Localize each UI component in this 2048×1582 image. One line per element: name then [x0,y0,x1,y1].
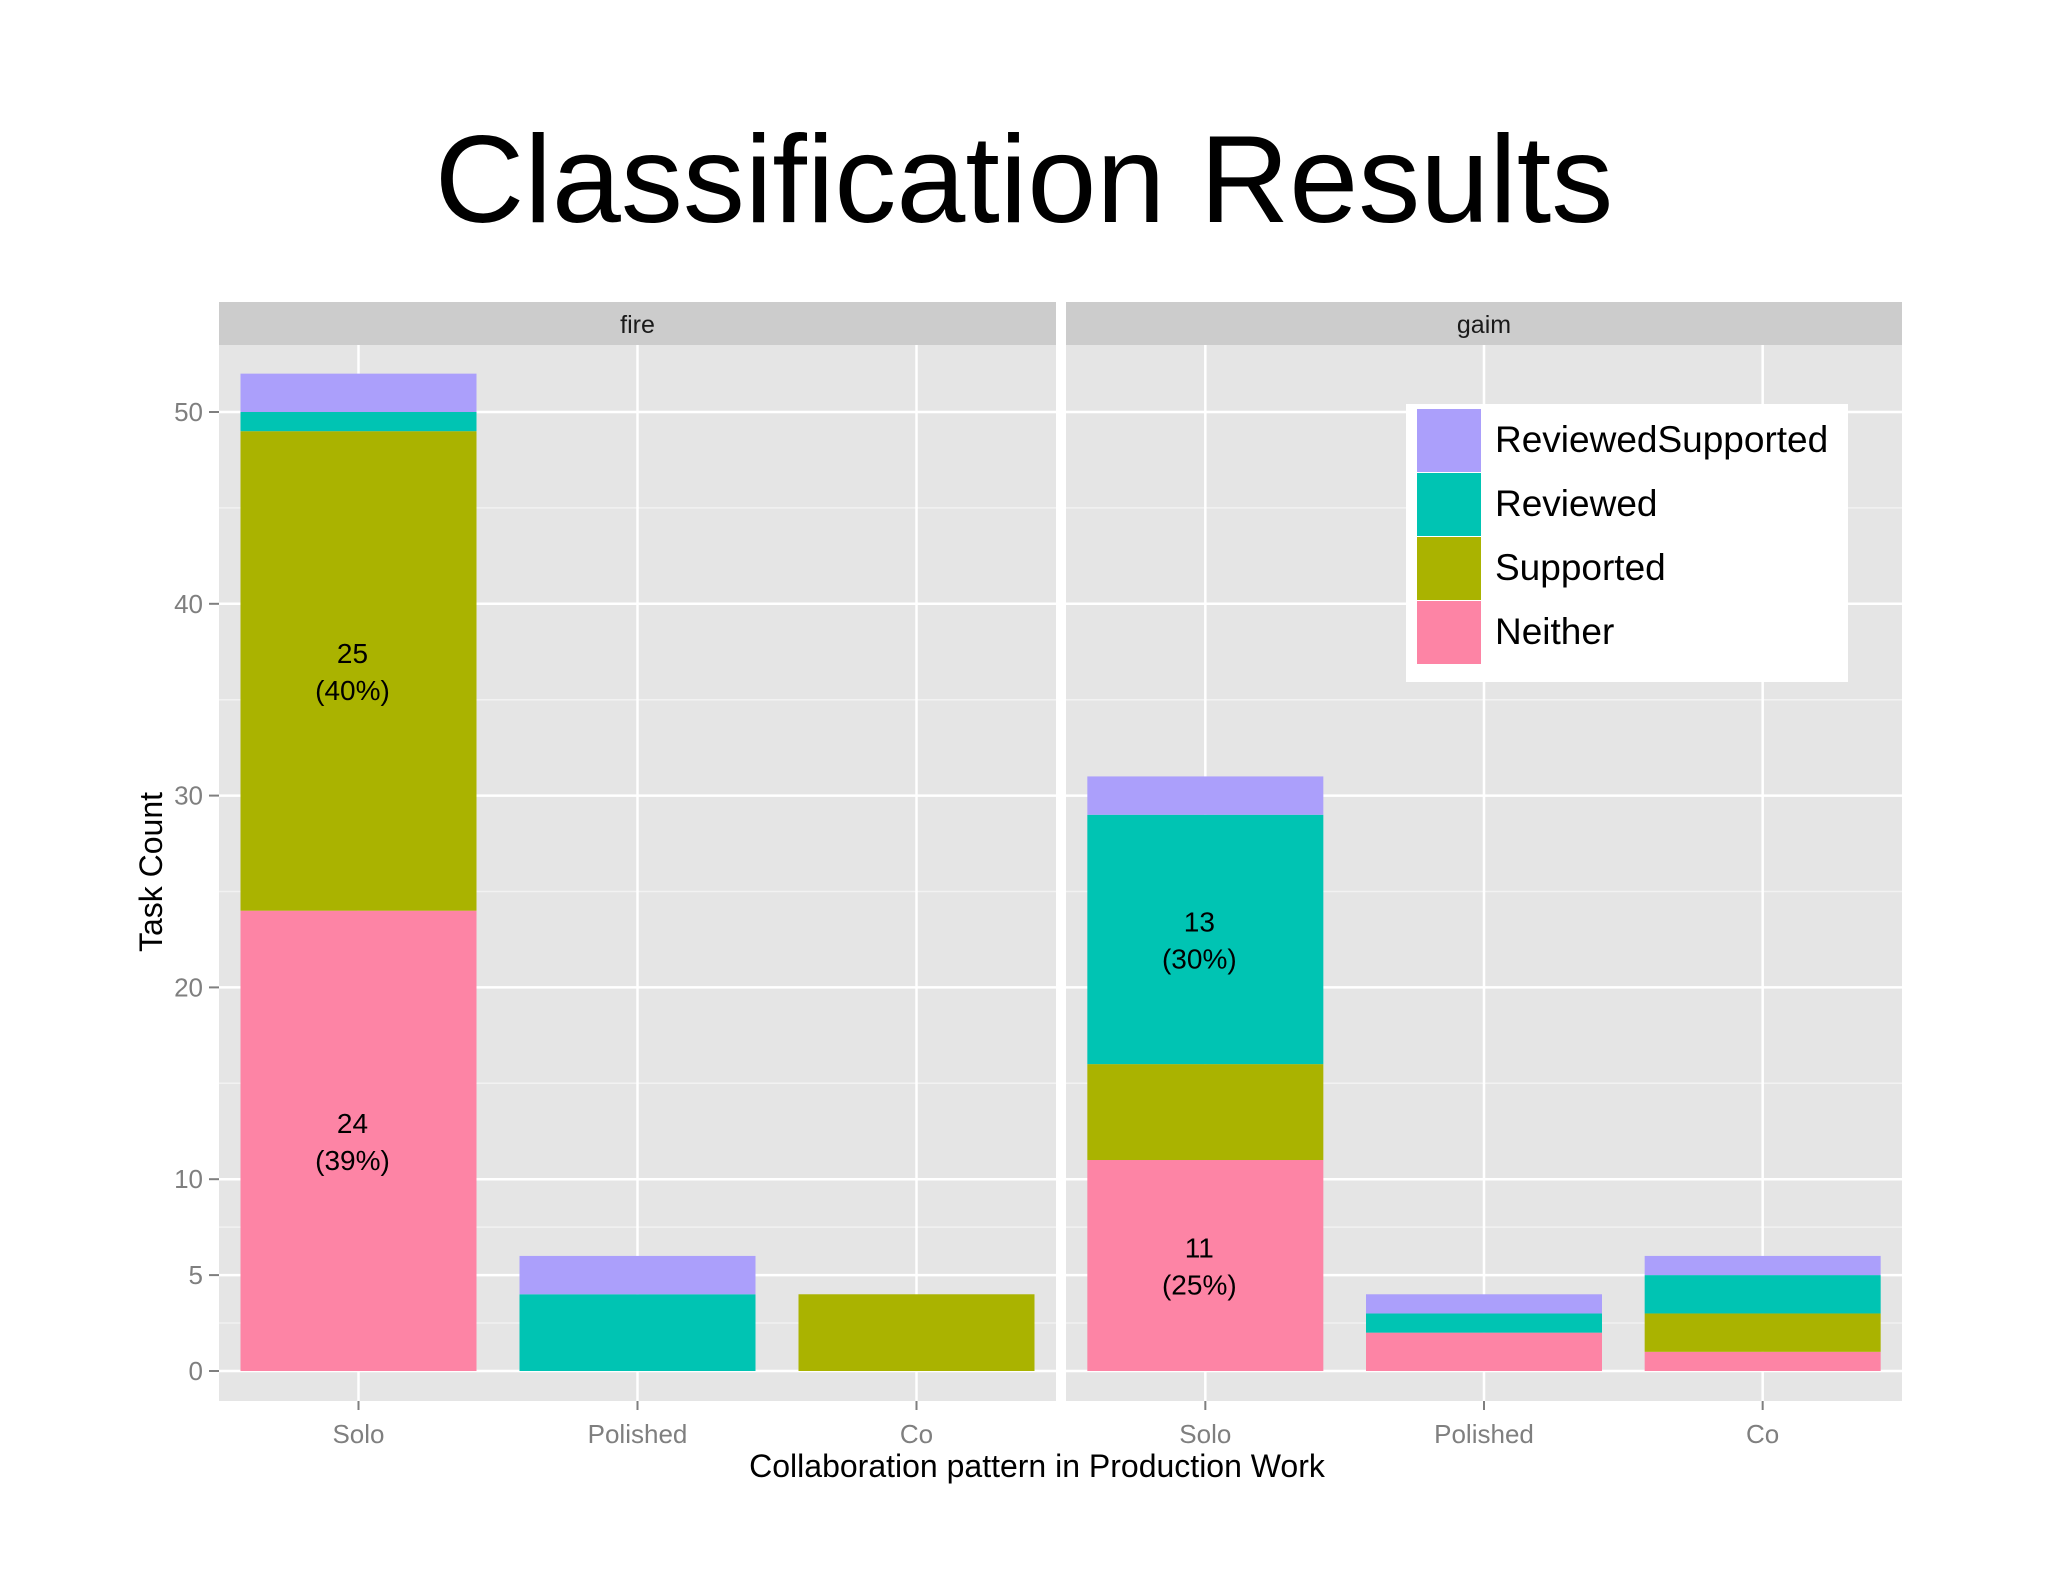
bar-segment-reviewedsupported-solo [240,373,477,412]
bar-segment-supported-solo [240,431,477,911]
x-tick-label: Polished [588,1419,688,1449]
y-tick-label: 0 [189,1356,203,1386]
legend-label: Supported [1495,547,1666,588]
y-axis: 0 5 10 20 30 40 50 [174,397,219,1386]
legend-label: Neither [1495,611,1614,652]
data-label-percent: (39%) [315,1145,390,1176]
bar-segment-neither-polished [1366,1332,1602,1371]
y-tick-label: 20 [174,972,203,1002]
bar-segment-reviewed-solo [1087,814,1324,1065]
data-label-percent: (30%) [1162,943,1237,974]
data-label-percent: (40%) [315,675,390,706]
bar-segment-supported-co [798,1294,1035,1371]
y-axis-title: Task Count [133,792,169,952]
bar-segment-reviewedsupported-solo [1087,776,1324,815]
bar-segment-supported-solo [1087,1064,1324,1161]
x-tick-label: Polished [1434,1419,1534,1449]
facet-label: gaim [1457,311,1511,339]
facet-strip [219,302,1056,345]
legend-key-supported [1417,537,1481,600]
data-label-count: 13 [1184,906,1215,937]
data-label-count: 24 [337,1108,368,1139]
x-tick-label: Solo [332,1419,384,1449]
x-axis-title: Collaboration pattern in Production Work [749,1448,1326,1484]
y-tick-label: 40 [174,589,203,619]
bar-segment-reviewed-co [1644,1275,1881,1314]
legend-key-neither [1417,601,1481,664]
data-label-count: 11 [1185,1233,1214,1264]
legend-label: Reviewed [1495,483,1657,524]
y-tick-label: 30 [174,781,203,811]
bar-segment-neither-solo [240,910,477,1371]
bar-segment-reviewed-solo [240,412,477,432]
y-tick-label: 50 [174,397,203,427]
slide-title: Classification Results [434,111,1614,249]
bar-segment-reviewedsupported-polished [1366,1294,1602,1314]
bar-segment-reviewedsupported-polished [519,1255,756,1295]
data-label-count: 25 [337,638,368,669]
bar-segment-reviewedsupported-co [1644,1255,1881,1276]
x-tick-label: Co [1746,1419,1779,1449]
facet-panel-fire: fire 25 (40%) 24 (39%) Solo Polished Co [219,302,1056,1449]
bar-segment-reviewed-polished [1366,1313,1602,1333]
y-tick-label: 10 [174,1164,203,1194]
bar-segment-neither-solo [1087,1160,1324,1371]
facet-strip [1066,302,1902,345]
data-label-percent: (25%) [1162,1270,1237,1301]
y-tick-label: 5 [189,1260,203,1290]
x-tick-label: Solo [1179,1419,1231,1449]
facet-label: fire [620,311,655,339]
legend-key-reviewedsupported [1417,409,1481,472]
legend-key-reviewed [1417,473,1481,536]
bar-segment-neither-co [1644,1351,1881,1371]
x-tick-label: Co [900,1419,933,1449]
bar-segment-supported-co [1644,1313,1881,1352]
legend-label: ReviewedSupported [1495,419,1828,460]
bar-segment-reviewed-polished [519,1294,756,1371]
legend: ReviewedSupportedReviewedSupportedNeithe… [1406,404,1848,682]
